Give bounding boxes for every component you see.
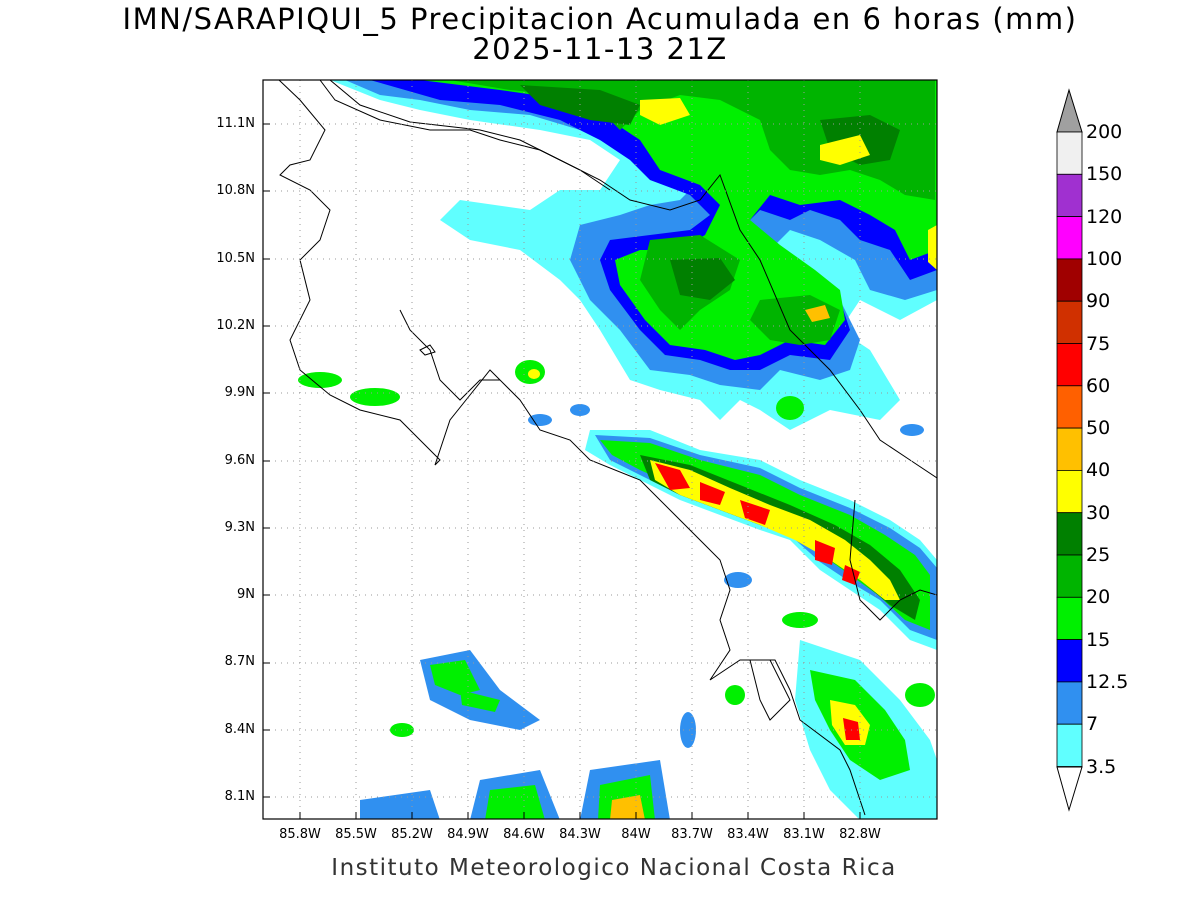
lat-tick-label: 10.5N [216, 250, 255, 266]
lon-tick-label: 84.6W [503, 827, 545, 842]
precipitation-field [298, 80, 937, 819]
colorbar-label: 20 [1086, 586, 1111, 609]
colorbar-label: 7 [1086, 713, 1099, 736]
colorbar-swatch [1056, 554, 1083, 598]
lat-tick-label: 11.1N [216, 116, 255, 131]
lat-tick-label: 8.1N [224, 789, 255, 804]
precip-cell [905, 683, 935, 707]
lon-tick-label: 85.8W [279, 827, 321, 842]
precip-area-north-40 [640, 98, 937, 270]
colorbar-top-arrow [1056, 88, 1083, 133]
colorbar-label: 30 [1086, 501, 1111, 524]
precip-area-north-25 [450, 80, 935, 345]
colorbar-label: 12.5 [1086, 670, 1129, 693]
precip-cell [680, 712, 696, 748]
lon-tick-label: 82.8W [839, 827, 881, 842]
coastline [278, 80, 937, 816]
precip-cell [528, 369, 540, 379]
map-title: IMN/SARAPIQUI_5 Precipitacion Acumulada … [122, 2, 1078, 36]
precip-cell [724, 572, 752, 588]
precip-cell [298, 372, 342, 388]
lon-tick-label: 85.2W [391, 827, 433, 842]
lagoon [419, 344, 436, 356]
precip-cell [725, 685, 745, 705]
colorbar-swatch [1056, 173, 1083, 218]
colorbar-label: 60 [1086, 374, 1111, 397]
lon-tick-label: 84.3W [559, 827, 601, 842]
precip-cell [776, 396, 804, 420]
precip-area-central-60 [655, 463, 860, 585]
lon-tick-label: 84.9W [447, 827, 489, 842]
border-panama [849, 499, 937, 621]
lat-tick-label: 8.7N [224, 654, 255, 670]
colorbar-label: 15 [1086, 628, 1111, 651]
colorbar-swatch [1056, 596, 1083, 640]
lat-tick-label: 9.6N [224, 452, 255, 468]
lat-tick-label: 10.2N [216, 317, 255, 333]
colorbar-swatch [1056, 385, 1083, 429]
lat-tick-label: 10.8N [216, 183, 255, 199]
lat-tick-label: 9.9N [224, 385, 255, 401]
colorbar-label: 90 [1086, 290, 1111, 313]
colorbar-swatch [1056, 639, 1083, 683]
colorbar-swatch [1056, 258, 1083, 302]
colorbar-label: 150 [1086, 163, 1123, 186]
colorbar-label: 3.5 [1086, 755, 1117, 778]
precip-area-southwest-20 [430, 660, 655, 819]
lon-tick-label: 83.4W [727, 827, 769, 842]
border-nicaragua [319, 80, 611, 191]
lat-tick-label: 9N [237, 587, 255, 603]
map-subtitle: 2025-11-13 21Z [472, 32, 728, 66]
lat-tick-label: 9.3N [224, 519, 255, 535]
lon-tick-label: 83.1W [783, 827, 825, 842]
coastline-nicoya [399, 309, 500, 401]
precip-cell [350, 388, 400, 406]
colorbar-swatch [1056, 681, 1083, 725]
precip-area-south-60 [843, 718, 860, 740]
lon-tick-label: 85.5W [335, 827, 377, 842]
lon-tick-label: 83.7W [671, 827, 713, 842]
colorbar-swatch [1056, 131, 1083, 175]
colorbar-label: 120 [1086, 205, 1123, 228]
colorbar-label: 40 [1086, 459, 1111, 482]
colorbar-swatch [1056, 216, 1083, 260]
precip-area-southwest [360, 650, 670, 819]
colorbar-label: 50 [1086, 417, 1111, 440]
axis-ticks [263, 123, 861, 819]
precip-area-north-50 [805, 305, 830, 322]
colorbar-swatch [1056, 427, 1083, 471]
lon-tick-label: 84W [621, 827, 651, 842]
colorbar-swatch [1056, 300, 1083, 344]
colorbar-swatch [1056, 469, 1083, 514]
colorbar-label: 25 [1086, 544, 1111, 566]
footer-credit: Instituto Meteorologico Nacional Costa R… [331, 855, 897, 881]
colorbar-label: 75 [1086, 332, 1111, 355]
colorbar-label: 200 [1086, 121, 1123, 143]
colorbar-bottom-arrow [1056, 766, 1083, 812]
colorbar-swatch [1056, 343, 1083, 387]
map-grid [263, 80, 937, 819]
colorbar [1056, 88, 1083, 812]
precip-cell [900, 424, 924, 436]
plot-frame [262, 79, 938, 820]
colorbar-swatch [1056, 723, 1083, 767]
precip-cell [528, 414, 552, 426]
colorbar-swatch [1056, 512, 1083, 556]
lat-tick-label: 8.4N [224, 721, 255, 737]
colorbar-label: 100 [1086, 247, 1123, 270]
precip-area-north-30 [520, 85, 900, 300]
precip-cell [782, 612, 818, 628]
osa-peninsula [749, 659, 791, 721]
